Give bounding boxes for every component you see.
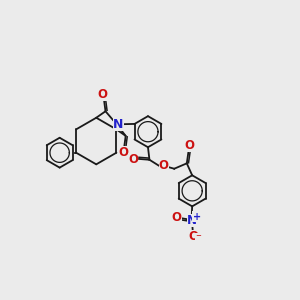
Text: O: O [98,88,108,101]
Text: O: O [159,159,169,172]
Text: O: O [128,153,138,166]
Text: N: N [187,214,197,227]
Text: O: O [172,212,182,224]
Text: O: O [188,230,198,243]
Text: ⁻: ⁻ [196,233,201,243]
Text: +: + [193,212,201,221]
Text: N: N [113,118,124,131]
Text: O: O [118,146,128,159]
Text: O: O [184,139,194,152]
